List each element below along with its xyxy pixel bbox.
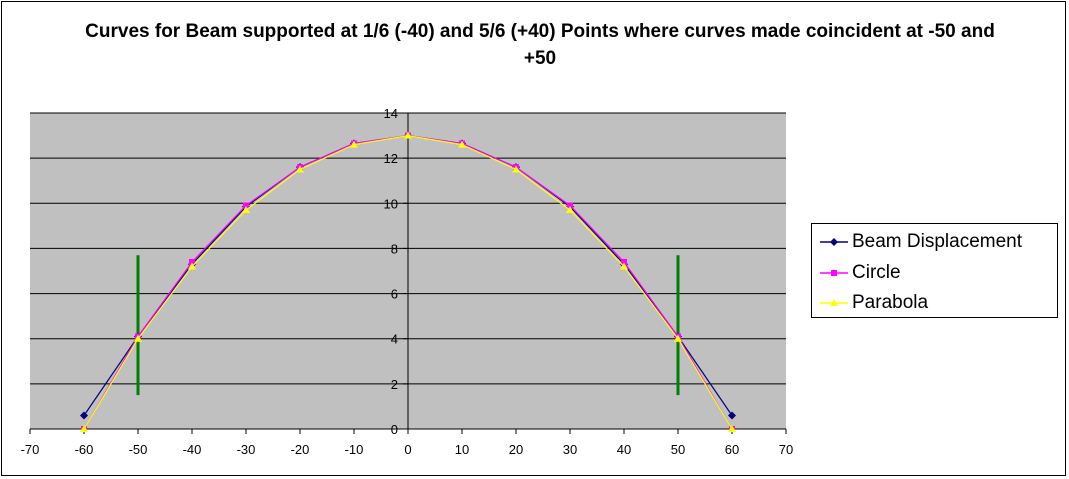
y-tick-label-4: 4 xyxy=(391,332,398,347)
legend-item-beam-displacement: Beam Displacement xyxy=(812,227,1057,257)
x-tick-label--60: -60 xyxy=(75,442,94,457)
point-parabola-11 xyxy=(674,334,682,342)
point-parabola-3 xyxy=(242,206,250,214)
point-circle-9 xyxy=(567,202,573,209)
point-parabola-4 xyxy=(296,165,304,173)
x-tick-label-70: 70 xyxy=(779,442,793,457)
point-parabola-0 xyxy=(80,425,88,432)
legend-label-beam-displacement: Beam Displacement xyxy=(852,231,1023,252)
x-tick-label--70: -70 xyxy=(21,442,40,457)
point-beam-12 xyxy=(728,411,736,420)
legend-item-parabola: Parabola xyxy=(812,288,1057,318)
x-tick-label-10: 10 xyxy=(455,442,469,457)
chart-title: Curves for Beam supported at 1/6 (-40) a… xyxy=(85,21,995,69)
x-tick-label-0: 0 xyxy=(404,442,411,457)
x-tick-label-60: 60 xyxy=(725,442,739,457)
x-tick-label--50: -50 xyxy=(129,442,148,457)
point-parabola-9 xyxy=(566,206,574,214)
x-tick-label--30: -30 xyxy=(237,442,256,457)
legend-swatch-circle xyxy=(820,270,848,276)
y-tick-label-10: 10 xyxy=(384,196,398,211)
axes xyxy=(29,112,787,434)
legend-swatch-beam xyxy=(820,238,848,246)
legend-label-parabola: Parabola xyxy=(852,292,929,313)
point-parabola-1 xyxy=(134,334,142,342)
point-parabola-5 xyxy=(350,140,358,148)
x-tick-label--20: -20 xyxy=(291,442,310,457)
point-parabola-8 xyxy=(512,165,520,173)
point-parabola-6 xyxy=(404,131,412,139)
point-parabola-12 xyxy=(728,425,736,432)
legend: Beam Displacement Circle Parabola xyxy=(811,223,1058,318)
x-tick-label-40: 40 xyxy=(617,442,631,457)
y-tick-label-6: 6 xyxy=(391,287,398,302)
x-tick-label-50: 50 xyxy=(671,442,685,457)
y-tick-label-0: 0 xyxy=(391,422,398,437)
x-tick-label--40: -40 xyxy=(183,442,202,457)
point-circle-2 xyxy=(189,258,195,265)
point-parabola-2 xyxy=(188,262,196,270)
series-layer xyxy=(80,131,736,432)
point-parabola-7 xyxy=(458,140,466,148)
y-tick-label-14: 14 xyxy=(384,106,398,121)
point-beam-0 xyxy=(80,411,88,420)
legend-label-circle: Circle xyxy=(852,262,901,283)
legend-item-circle: Circle xyxy=(812,258,1057,288)
y-tick-label-8: 8 xyxy=(391,241,398,256)
point-parabola-10 xyxy=(620,262,628,270)
x-tick-label--10: -10 xyxy=(345,442,364,457)
point-circle-10 xyxy=(621,258,627,265)
x-tick-label-30: 30 xyxy=(563,442,577,457)
tick-labels: -70 -60 -50 -40 -30 -20 -10 0 10 20 30 40 50 60 70 0 2 4 6… xyxy=(21,106,794,457)
legend-swatch-parabola xyxy=(820,299,848,306)
y-tick-label-2: 2 xyxy=(391,377,398,392)
support-lines xyxy=(136,255,680,396)
point-circle-3 xyxy=(243,202,249,209)
x-tick-label-20: 20 xyxy=(509,442,523,457)
y-tick-label-12: 12 xyxy=(384,151,398,166)
